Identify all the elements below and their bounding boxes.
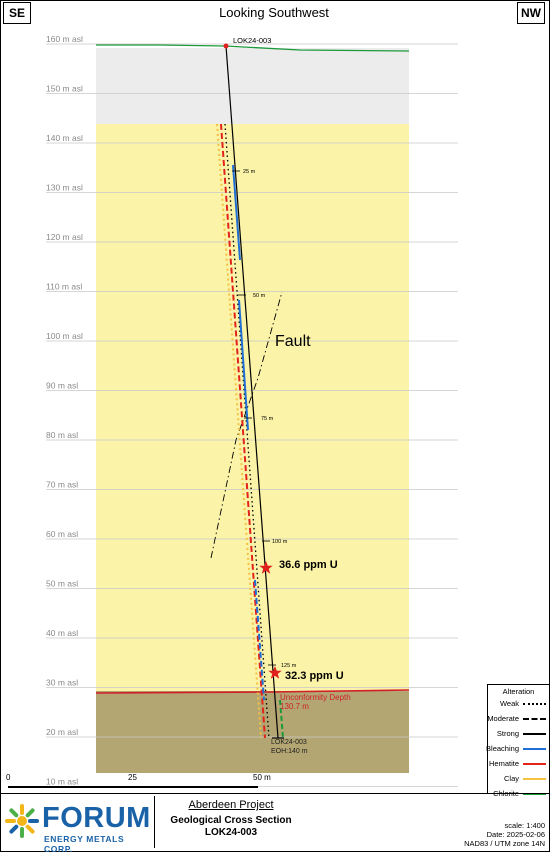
direction-nw: NW bbox=[517, 2, 545, 24]
legend-label-moderate: Moderate bbox=[487, 714, 519, 723]
basement-layer bbox=[96, 691, 409, 773]
map-projection: NAD83 / UTM zone 14N bbox=[464, 839, 545, 848]
direction-se: SE bbox=[3, 2, 31, 24]
cross-section-canvas: 160 m asl 150 m asl 140 m asl 130 m asl 120 … bbox=[6, 34, 458, 788]
scale-label-25: 25 bbox=[128, 773, 137, 782]
legend-swatch-chlorite bbox=[523, 793, 546, 795]
legend-item-bleaching: Bleaching bbox=[486, 741, 549, 756]
section-header: SE Looking Southwest NW bbox=[0, 0, 548, 26]
alteration-strips bbox=[216, 123, 284, 739]
sandstone-layer bbox=[96, 124, 409, 691]
overburden-layer bbox=[96, 48, 409, 124]
legend-label-weak: Weak bbox=[499, 699, 519, 708]
legend-swatch-weak bbox=[523, 703, 546, 705]
depth-label-50: 50 m bbox=[253, 293, 266, 299]
project-name: Aberdeen Project bbox=[188, 799, 274, 811]
assay-label-2: 32.3 ppm U bbox=[285, 670, 344, 682]
legend-item-moderate: Moderate bbox=[487, 711, 549, 726]
elevation-gridlines bbox=[46, 43, 458, 787]
bleaching-strip-upper bbox=[232, 164, 241, 261]
scale-label-50: 50 m bbox=[253, 773, 271, 782]
bleaching-strip-lower bbox=[254, 579, 265, 701]
elevation-label-140: 140 m asl bbox=[46, 133, 83, 143]
legend-label-strong: Strong bbox=[496, 729, 519, 738]
elevation-label-60: 60 m asl bbox=[46, 529, 78, 539]
legend-item-clay: Clay bbox=[488, 771, 549, 786]
legend-item-hematite: Hematite bbox=[488, 756, 549, 771]
depth-label-125: 125 m bbox=[281, 663, 297, 669]
sun-icon bbox=[5, 804, 39, 838]
depth-label-25: 25 m bbox=[243, 169, 256, 175]
section-title: Geological Cross Section bbox=[170, 815, 292, 826]
elevation-label-30: 30 m asl bbox=[46, 678, 78, 688]
hole-id: LOK24-003 bbox=[204, 827, 258, 838]
elevation-label-10: 10 m asl bbox=[46, 777, 78, 787]
bleaching-strip-middle bbox=[238, 299, 249, 431]
elevation-label-90: 90 m asl bbox=[46, 381, 78, 391]
assay-star-1 bbox=[259, 561, 273, 574]
scale-label-0: 0 bbox=[6, 773, 11, 782]
hole-bottom-label: LOK24-003 bbox=[271, 739, 307, 746]
fault-label: Fault bbox=[275, 333, 311, 350]
company-name: FORUM bbox=[42, 802, 151, 834]
depth-label-75: 75 m bbox=[261, 416, 274, 422]
hematite-strip bbox=[220, 123, 266, 739]
collar-label: LOK24-003 bbox=[233, 36, 271, 45]
elevation-label-20: 20 m asl bbox=[46, 727, 78, 737]
unconformity-depth: 130.7 m bbox=[280, 702, 309, 711]
elevation-label-70: 70 m asl bbox=[46, 480, 78, 490]
legend-swatch-hematite bbox=[523, 763, 546, 765]
elevation-labels: 160 m asl 150 m asl 140 m asl 130 m asl 120 … bbox=[46, 34, 83, 787]
legend-title: Alteration bbox=[502, 687, 535, 696]
legend-item-weak: Weak bbox=[488, 696, 549, 711]
elevation-label-110: 110 m asl bbox=[46, 282, 82, 292]
assay-star-2 bbox=[268, 666, 282, 679]
map-date: Date: 2025-02-06 bbox=[486, 830, 545, 839]
elevation-label-130: 130 m asl bbox=[46, 183, 83, 193]
elevation-label-150: 150 m asl bbox=[46, 84, 83, 94]
drillhole-trace bbox=[225, 45, 279, 739]
elevation-label-120: 120 m asl bbox=[46, 232, 83, 242]
company-subname: ENERGY METALS CORP. bbox=[44, 834, 125, 854]
legend-label-clay: Clay bbox=[503, 774, 519, 783]
chlorite-strip bbox=[279, 699, 284, 739]
assay-label-1: 36.6 ppm U bbox=[279, 559, 338, 571]
collar-marker bbox=[223, 43, 229, 49]
depth-label-100: 100 m bbox=[272, 539, 288, 545]
eoh-label: EOH:140 m bbox=[271, 748, 308, 755]
depth-ticks: 25 m 50 m 75 m 100 m 125 m bbox=[232, 169, 297, 669]
elevation-label-40: 40 m asl bbox=[46, 628, 78, 638]
legend-swatch-clay bbox=[523, 778, 546, 780]
legend-label-hematite: Hematite bbox=[488, 759, 519, 768]
map-scale: scale: 1:400 bbox=[504, 821, 545, 830]
elevation-label-50: 50 m asl bbox=[46, 579, 78, 589]
view-title: Looking Southwest bbox=[219, 5, 329, 20]
alteration-legend: Alteration Weak Moderate Strong Bleachin… bbox=[486, 684, 550, 798]
legend-swatch-bleaching bbox=[523, 748, 546, 750]
unconformity-label: Unconformity Depth bbox=[280, 693, 351, 702]
fault-trace bbox=[210, 291, 283, 559]
legend-swatch-moderate bbox=[523, 718, 546, 720]
unconformity-line bbox=[95, 689, 410, 694]
distance-scale: 0 25 50 m bbox=[6, 773, 271, 788]
legend-swatch-strong bbox=[523, 733, 546, 735]
title-block: FORUM ENERGY METALS CORP. Aberdeen Proje… bbox=[0, 793, 548, 854]
elevation-label-160: 160 m asl bbox=[46, 34, 83, 44]
elevation-label-80: 80 m asl bbox=[46, 430, 78, 440]
legend-label-bleaching: Bleaching bbox=[486, 744, 519, 753]
company-logo: FORUM ENERGY METALS CORP. bbox=[2, 796, 155, 854]
legend-item-strong: Strong bbox=[488, 726, 549, 741]
elevation-label-100: 100 m asl bbox=[46, 331, 83, 341]
